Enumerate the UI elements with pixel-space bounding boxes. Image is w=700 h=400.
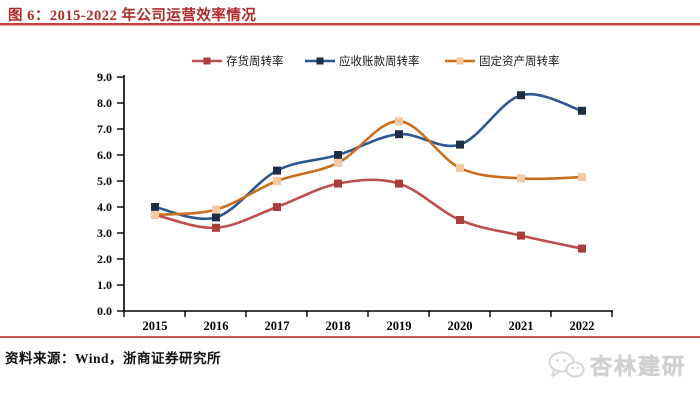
y-tick-label: 5.0 bbox=[97, 174, 112, 188]
data-point-marker bbox=[334, 179, 342, 188]
data-point-marker bbox=[578, 173, 586, 182]
wechat-icon bbox=[548, 351, 585, 378]
legend-item: 应收账款周转率 bbox=[305, 54, 420, 68]
x-tick-label: 2019 bbox=[387, 319, 412, 333]
data-point-marker bbox=[212, 223, 220, 232]
data-point-marker bbox=[517, 91, 525, 100]
series-固定资产周转率 bbox=[151, 117, 586, 219]
source-note: 资料来源：Wind，浙商证券研究所 bbox=[5, 351, 222, 366]
legend-label: 固定资产周转率 bbox=[479, 54, 560, 68]
data-point-marker bbox=[456, 216, 464, 224]
x-tick-label: 2018 bbox=[326, 319, 351, 333]
series-line bbox=[153, 178, 584, 250]
data-point-marker bbox=[456, 140, 464, 149]
axis-lines bbox=[123, 75, 613, 312]
x-tick-label: 2016 bbox=[204, 319, 229, 333]
data-point-marker bbox=[395, 117, 403, 126]
data-point-marker bbox=[334, 151, 342, 159]
data-point-marker bbox=[517, 231, 525, 240]
data-point-marker bbox=[517, 174, 525, 183]
data-point-marker bbox=[395, 130, 403, 139]
line-chart: 存货周转率 应收账款周转率 固定资产周转率 0.0 1.0 2.0 3.0 4.0 5.0 6.0… bbox=[97, 54, 613, 333]
data-point-marker bbox=[334, 158, 342, 167]
data-point-marker bbox=[578, 106, 586, 115]
x-tick-label: 2015 bbox=[143, 319, 168, 333]
data-point-marker bbox=[212, 205, 220, 214]
legend-label: 存货周转率 bbox=[226, 54, 284, 68]
legend-label: 应收账款周转率 bbox=[339, 54, 420, 68]
y-tick-label: 0.0 bbox=[97, 304, 112, 318]
series-应收账款周转率 bbox=[151, 91, 586, 222]
legend-marker-swatch bbox=[203, 57, 211, 65]
figure-title: 图 6：2015-2022 年公司运营效率情况 bbox=[8, 8, 257, 24]
bottom-divider bbox=[0, 336, 700, 338]
y-tick-label: 2.0 bbox=[97, 252, 112, 266]
watermark-text: 杏林建研 bbox=[589, 354, 686, 380]
x-tick-label: 2017 bbox=[265, 319, 290, 333]
y-tick-label: 9.0 bbox=[97, 70, 112, 84]
x-tick-label: 2021 bbox=[509, 319, 534, 333]
data-point-marker bbox=[578, 244, 586, 253]
legend-item: 固定资产周转率 bbox=[445, 54, 560, 68]
legend-marker-swatch bbox=[316, 57, 324, 65]
y-tick-label: 1.0 bbox=[97, 278, 112, 292]
x-tick-label: 2020 bbox=[448, 319, 473, 333]
series-line bbox=[153, 119, 584, 217]
data-point-marker bbox=[273, 177, 281, 185]
legend-item: 存货周转率 bbox=[192, 54, 284, 68]
y-tick-label: 6.0 bbox=[97, 148, 112, 162]
data-point-marker bbox=[151, 203, 159, 211]
watermark: 杏林建研 bbox=[547, 349, 686, 381]
top-divider bbox=[0, 23, 700, 26]
series-line bbox=[153, 92, 584, 221]
data-point-marker bbox=[273, 166, 281, 175]
legend-marker-swatch bbox=[456, 57, 464, 65]
y-tick-label: 8.0 bbox=[97, 96, 112, 110]
x-tick-label: 2022 bbox=[570, 319, 595, 333]
data-point-marker bbox=[395, 179, 403, 188]
y-tick-label: 4.0 bbox=[97, 200, 112, 214]
data-point-marker bbox=[151, 210, 159, 219]
y-tick-label: 7.0 bbox=[97, 122, 112, 136]
y-tick-label: 3.0 bbox=[97, 226, 112, 240]
data-point-marker bbox=[273, 203, 281, 211]
data-point-marker bbox=[212, 213, 220, 222]
data-point-marker bbox=[456, 164, 464, 172]
